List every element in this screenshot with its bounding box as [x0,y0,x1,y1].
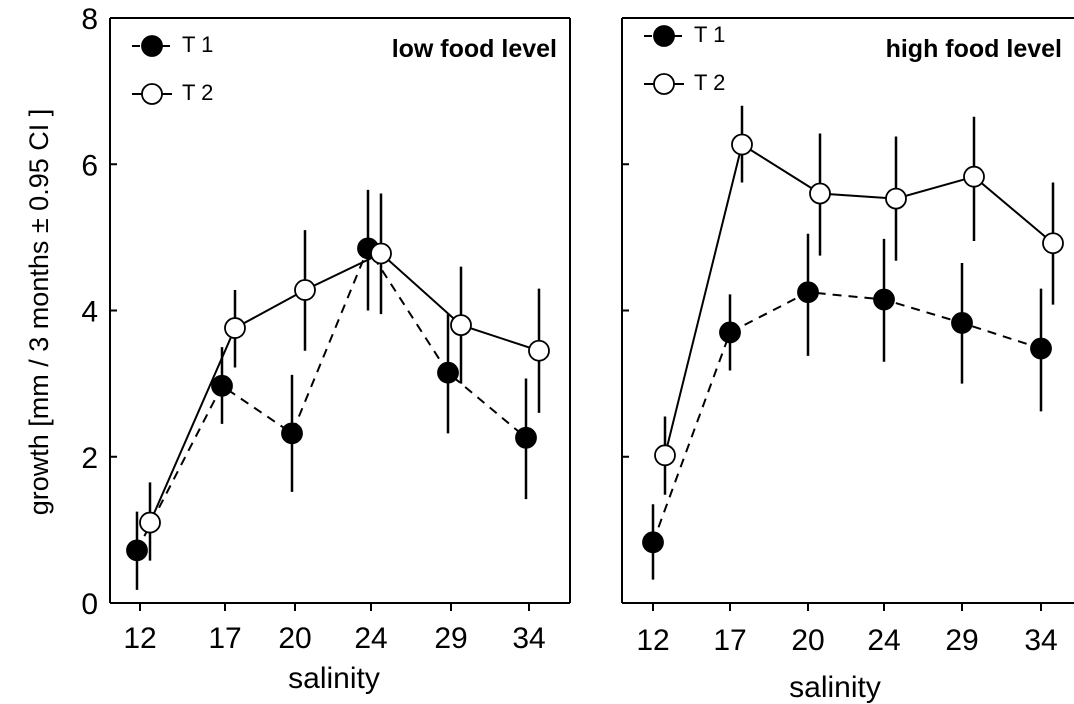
legend-marker [653,73,675,95]
data-point [1042,232,1064,255]
legend-marker [141,35,163,57]
data-point [294,279,316,301]
panel-high-food-level: 12 17 20 24 29 34 salinity high food level T 1 T … [621,17,1074,704]
data-point [126,539,148,562]
data-point [224,317,246,339]
x-axis-label: salinity [288,662,380,695]
data-point [211,374,233,397]
x-tick-label: 20 [278,622,311,655]
data-point [450,314,472,337]
series-line [652,291,1042,543]
data-point [1030,337,1052,360]
chart-title: low food level [392,35,557,63]
x-axis-label: salinity [789,671,881,704]
data-point [809,182,831,205]
x-tick-label: 24 [867,624,900,657]
data-point [885,187,907,210]
data-point [139,511,161,534]
legend-label: T 1 [182,32,213,57]
data-point [654,444,676,467]
x-tick-label: 17 [208,622,241,655]
x-tick-label: 34 [1024,624,1057,657]
legend-marker [653,25,675,47]
x-tick-label: 20 [791,624,824,657]
data-point [370,242,392,265]
x-tick-label: 29 [945,624,978,657]
data-point [281,422,303,445]
series-line [664,142,1054,456]
x-tick-label: 29 [434,622,467,655]
data-point [528,339,550,362]
chart-title: high food level [886,35,1062,63]
data-point [719,321,741,344]
x-tick-label: 17 [713,624,746,657]
y-tick-label: 2 [81,442,98,475]
y-tick-label: 0 [81,588,98,621]
data-point [642,531,664,554]
y-tick-label: 6 [81,149,98,182]
data-point [797,281,819,304]
series-line [136,246,527,551]
x-tick-label: 24 [354,622,387,655]
legend-label: T 2 [694,70,725,95]
legend-label: T 2 [182,80,213,105]
y-axis-label: growth [mm / 3 months ± 0.95 CI ] [24,109,54,515]
x-tick-label: 34 [512,622,545,655]
x-tick-label: 12 [123,622,156,655]
legend-marker [141,83,163,105]
data-point [515,426,537,449]
y-tick-label: 4 [81,296,98,329]
data-point [873,288,895,311]
data-point [963,165,985,188]
data-point [731,133,753,156]
data-point [437,361,459,384]
series-line [149,252,540,523]
legend-label: T 1 [694,22,725,47]
y-tick-label: 8 [81,3,98,36]
x-tick-label: 12 [636,624,669,657]
data-point [951,312,973,334]
